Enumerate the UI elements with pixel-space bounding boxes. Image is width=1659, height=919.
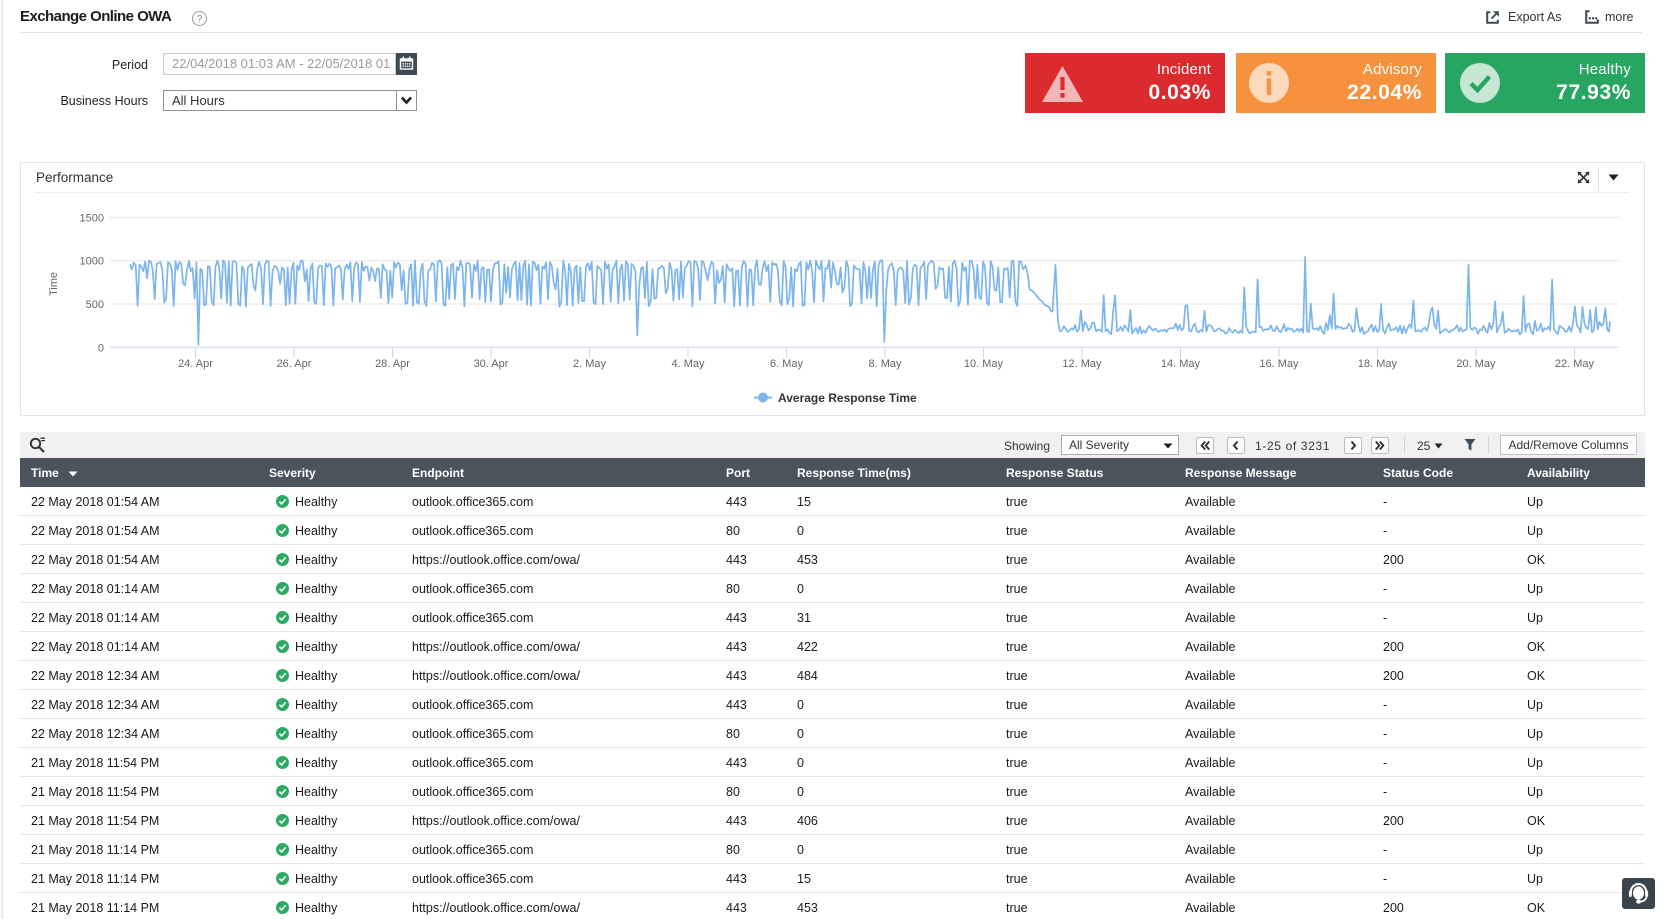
svg-text:0: 0 bbox=[98, 342, 104, 354]
svg-text:14. May: 14. May bbox=[1161, 358, 1201, 370]
svg-text:20. May: 20. May bbox=[1456, 358, 1496, 370]
svg-text:28. Apr: 28. Apr bbox=[375, 358, 410, 370]
svg-text:10. May: 10. May bbox=[964, 358, 1004, 370]
svg-text:500: 500 bbox=[86, 299, 104, 311]
svg-text:16. May: 16. May bbox=[1259, 358, 1299, 370]
svg-text:1500: 1500 bbox=[80, 212, 104, 224]
svg-text:6. May: 6. May bbox=[770, 358, 804, 370]
svg-text:12. May: 12. May bbox=[1062, 358, 1102, 370]
svg-text:22. May: 22. May bbox=[1555, 358, 1595, 370]
svg-text:8. May: 8. May bbox=[868, 358, 902, 370]
svg-text:26. Apr: 26. Apr bbox=[277, 358, 312, 370]
svg-text:Time: Time bbox=[48, 272, 60, 296]
svg-text:Average Response Time: Average Response Time bbox=[778, 391, 917, 405]
svg-text:1000: 1000 bbox=[80, 256, 104, 268]
svg-text:4. May: 4. May bbox=[671, 358, 705, 370]
svg-text:24. Apr: 24. Apr bbox=[178, 358, 213, 370]
svg-text:2. May: 2. May bbox=[573, 358, 607, 370]
svg-text:30. Apr: 30. Apr bbox=[474, 358, 509, 370]
svg-text:18. May: 18. May bbox=[1358, 358, 1398, 370]
